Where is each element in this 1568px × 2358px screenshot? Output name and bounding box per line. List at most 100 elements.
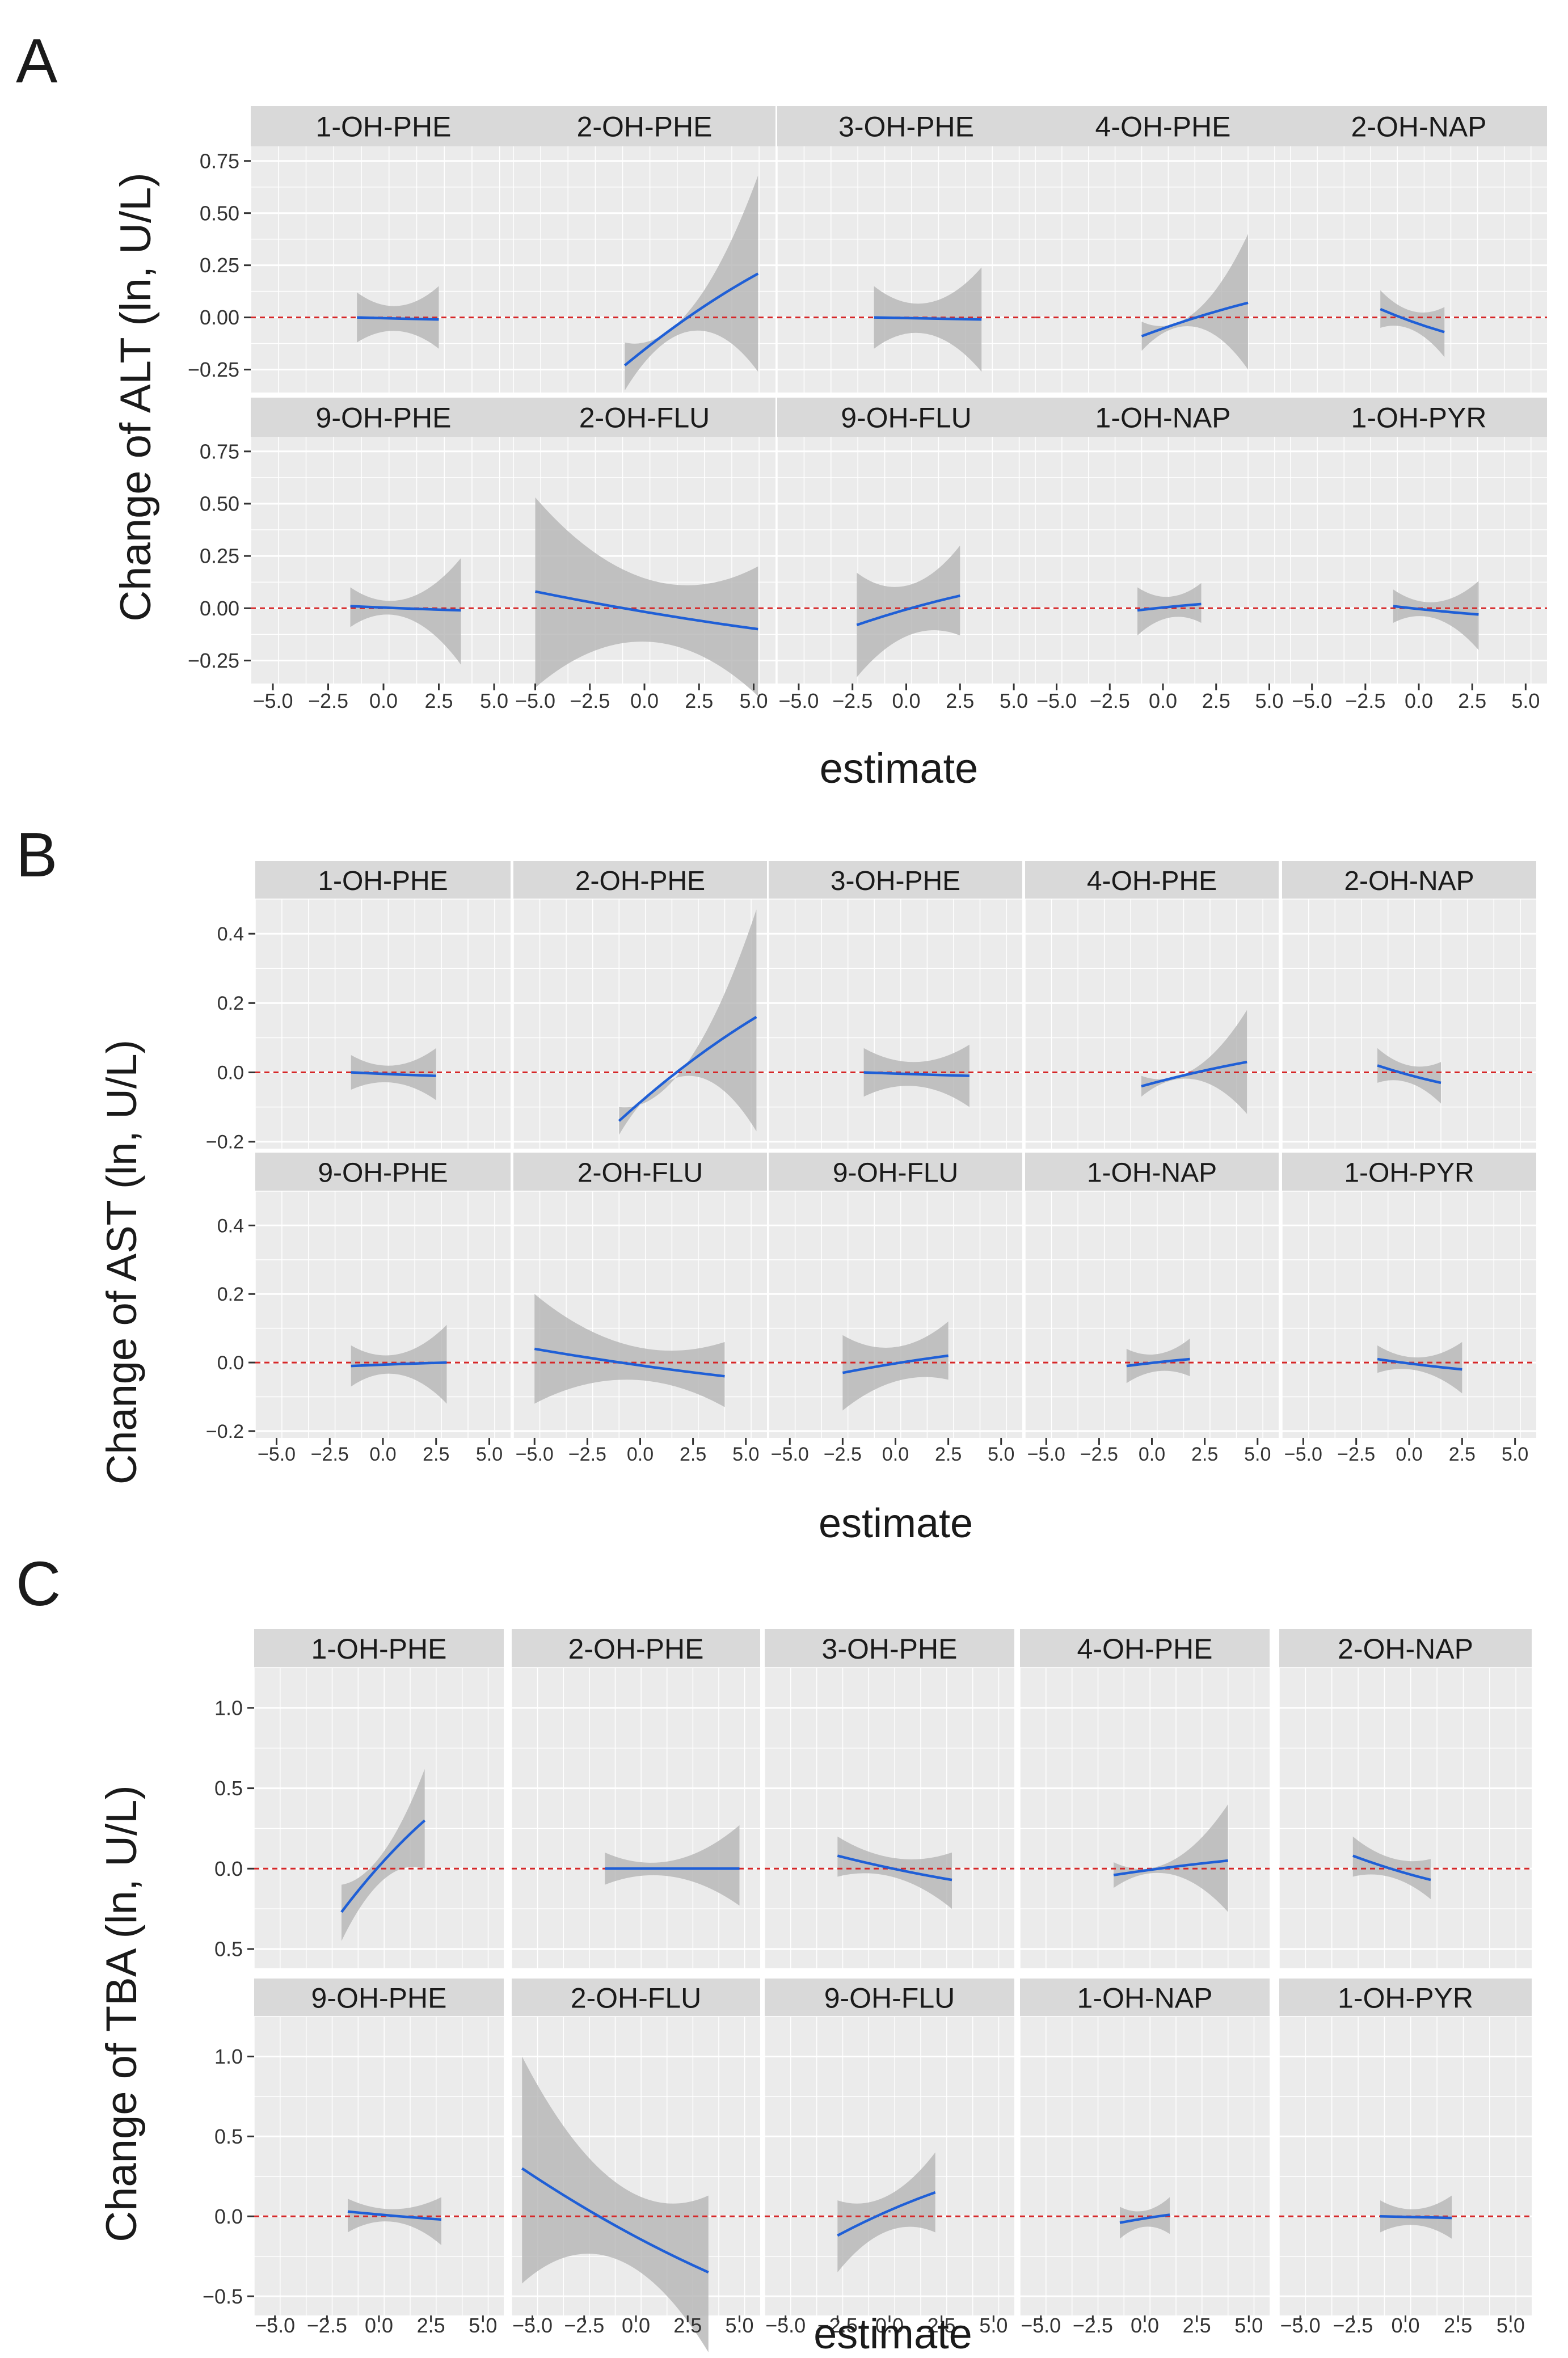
x-tick-label: 2.5 xyxy=(1449,1444,1476,1465)
x-tick-label: −2.5 xyxy=(308,689,348,712)
fitted-line xyxy=(837,2191,936,2237)
facet-2-oh-flu: 2-OH-FLU −5.0 −2.5 0.0 2.5 5.0 xyxy=(513,1153,767,1465)
facet-9-oh-phe: 9-OH-PHE 1.0 0.5 0.0 −0.5 −5.0 −2.5 0.0 2.5 5.0 xyxy=(203,1979,504,2337)
x-axis-title: estimate xyxy=(820,745,979,792)
y-tick-label: −0.5 xyxy=(203,2285,243,2308)
y-tick-label: 0.25 xyxy=(200,545,239,568)
panel-background xyxy=(765,1668,1014,1968)
x-tick-label: 2.5 xyxy=(680,1444,706,1465)
facet-strip xyxy=(513,398,775,437)
facet-2-oh-nap: 2-OH-NAP xyxy=(1282,861,1536,1149)
facet-title: 1-OH-PHE xyxy=(318,866,448,896)
x-tick-label: 5.0 xyxy=(732,1444,759,1465)
facet-4-oh-phe: 4-OH-PHE xyxy=(1035,106,1291,393)
panel-background xyxy=(251,146,516,393)
y-tick-label: 0.00 xyxy=(200,597,239,620)
gridlines xyxy=(764,1667,1014,1968)
y-tick-label: −0.2 xyxy=(206,1132,244,1153)
facet-title: 9-OH-FLU xyxy=(824,1982,955,2014)
fitted-line xyxy=(863,1071,970,1077)
facet-strip xyxy=(769,861,1022,899)
x-tick-label: 2.5 xyxy=(1458,689,1486,712)
x-axis-title: estimate xyxy=(813,2310,972,2357)
x-tick-label: 2.5 xyxy=(1202,689,1230,712)
gridlines xyxy=(1279,2016,1532,2315)
confidence-band xyxy=(522,2056,709,2352)
x-tick-label: 2.5 xyxy=(946,689,974,712)
x-tick-label: −2.5 xyxy=(1333,2314,1373,2337)
panel-background xyxy=(255,899,511,1149)
x-tick-label: −2.5 xyxy=(1090,689,1130,712)
facet-title: 2-OH-PHE xyxy=(575,866,705,896)
facet-title: 2-OH-FLU xyxy=(579,402,710,434)
facet-2-oh-nap: 2-OH-NAP xyxy=(1290,106,1547,393)
y-tick-label: 0.25 xyxy=(200,254,239,277)
facet-strip xyxy=(1035,106,1291,146)
fitted-line xyxy=(856,594,960,626)
facet-strip xyxy=(1025,861,1279,899)
facet-strip xyxy=(769,1153,1022,1191)
fitted-line xyxy=(351,1071,436,1077)
facet-strip xyxy=(1020,1979,1270,2017)
section-c: C Change of TBA (ln, U/L) 1-OH-PHE 1.0 0.5 0.… xyxy=(16,1549,1532,2357)
facet-1-oh-pyr: 1-OH-PYR −5.0 −2.5 0.0 2.5 5.0 xyxy=(1290,398,1547,712)
x-tick-label: −5.0 xyxy=(515,689,555,712)
x-tick-label: 0.0 xyxy=(630,689,659,712)
x-tick-label: −2.5 xyxy=(1337,1444,1375,1465)
x-tick-label: 5.0 xyxy=(988,1444,1014,1465)
x-tick-label: −2.5 xyxy=(307,2314,347,2337)
gridlines xyxy=(255,899,511,1149)
x-tick-label: 5.0 xyxy=(469,2314,497,2337)
y-axis-title: Change of TBA (ln, U/L) xyxy=(98,1785,146,2242)
fitted-line xyxy=(1352,1854,1431,1882)
facet-strip xyxy=(513,1153,767,1191)
facet-title: 2-OH-NAP xyxy=(1338,1633,1473,1665)
gridlines xyxy=(255,1191,511,1438)
x-tick-label: 2.5 xyxy=(673,2314,702,2337)
facet-9-oh-phe: 9-OH-PHE 0.4 0.2 0.0 −0.2 −5.0 −2.5 0.0 2.5 5.0 xyxy=(206,1153,511,1465)
x-tick-label: 5.0 xyxy=(1244,1444,1271,1465)
fitted-line xyxy=(357,316,439,321)
fitted-line xyxy=(1141,1061,1247,1088)
y-tick-label: −0.25 xyxy=(188,649,239,672)
facet-title: 1-OH-NAP xyxy=(1095,402,1231,434)
facet-title: 1-OH-PYR xyxy=(1351,402,1487,434)
facet-3-oh-phe: 3-OH-PHE xyxy=(768,861,1022,1149)
facet-strip xyxy=(512,1979,760,2017)
y-tick-label: 0.5 xyxy=(214,1777,243,1800)
facet-3-oh-phe: 3-OH-PHE xyxy=(764,1629,1014,1968)
confidence-band xyxy=(342,1769,425,1941)
panel-background xyxy=(1025,1191,1279,1438)
x-axis-title: estimate xyxy=(819,1501,973,1546)
x-tick-label: 0.0 xyxy=(369,689,398,712)
x-tick-label: −2.5 xyxy=(1080,1444,1118,1465)
facet-title: 1-OH-PHE xyxy=(311,1633,447,1665)
gridlines xyxy=(777,437,1035,684)
x-tick-label: −5.0 xyxy=(765,2314,806,2337)
x-tick-label: 2.5 xyxy=(685,689,713,712)
x-tick-label: 5.0 xyxy=(1234,2314,1263,2337)
x-tick-label: 0.0 xyxy=(365,2314,393,2337)
facet-9-oh-flu: 9-OH-FLU −5.0 −2.5 0.0 2.5 5.0 xyxy=(777,398,1035,712)
confidence-band xyxy=(1380,290,1445,357)
facet-strip xyxy=(1020,1629,1270,1668)
facet-1-oh-phe: 1-OH-PHE 1.0 0.5 0.0 0.5 xyxy=(214,1629,504,1968)
x-tick-label: 2.5 xyxy=(1444,2314,1472,2337)
gridlines xyxy=(1019,1667,1270,1968)
fitted-line xyxy=(837,1854,952,1882)
confidence-band xyxy=(534,1294,725,1407)
x-tick-label: 5.0 xyxy=(1502,1444,1528,1465)
x-tick-label: −2.5 xyxy=(570,689,610,712)
facet-1-oh-phe: 1-OH-PHE 0.75 0.50 0.25 0.00 −0.25 xyxy=(188,106,516,393)
fitted-line xyxy=(340,1819,426,1913)
facet-strip xyxy=(512,1629,760,1668)
facet-strip xyxy=(513,106,775,146)
confidence-band xyxy=(857,545,960,677)
facet-1-oh-pyr: 1-OH-PYR −5.0 −2.5 0.0 2.5 5.0 xyxy=(1279,1979,1532,2337)
gridlines xyxy=(768,1191,1022,1438)
y-axis-title: Change of AST (ln, U/L) xyxy=(98,1040,145,1484)
x-tick-label: −5.0 xyxy=(1292,689,1332,712)
gridlines xyxy=(1025,899,1279,1149)
confidence-band xyxy=(535,497,758,697)
fitted-line xyxy=(1113,1859,1228,1876)
